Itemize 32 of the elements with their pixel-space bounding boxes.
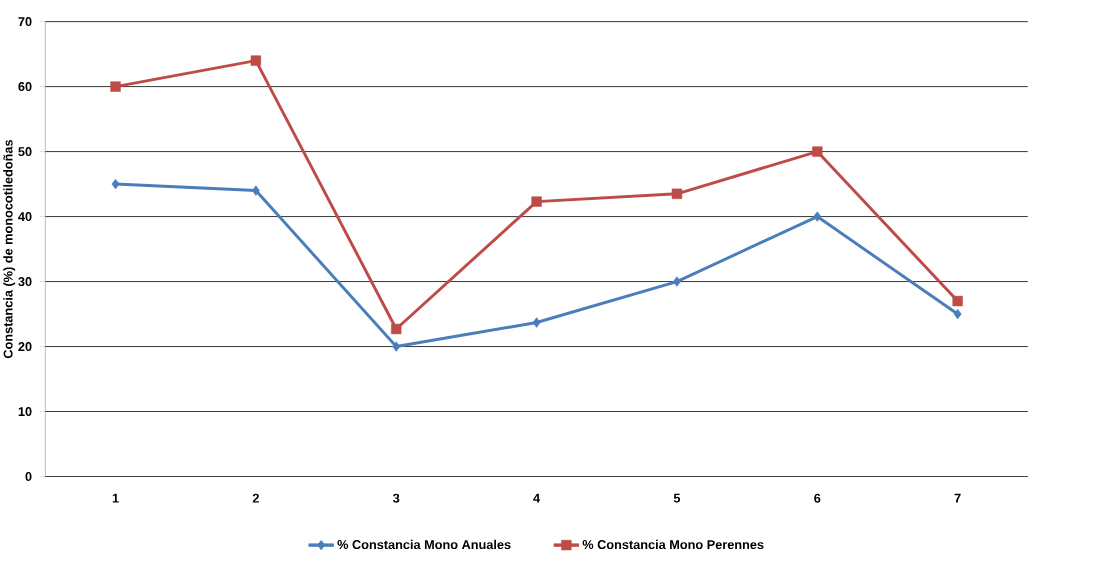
y-axis-title: Constancia (%) de monocotiledoñas bbox=[3, 140, 16, 359]
x-tick-label: 5 bbox=[673, 493, 681, 503]
y-tick-label: 10 bbox=[18, 407, 32, 417]
point bbox=[111, 179, 120, 190]
point bbox=[812, 146, 823, 157]
point bbox=[391, 323, 402, 335]
point bbox=[251, 185, 260, 196]
y-tick-label: 50 bbox=[18, 147, 32, 157]
point bbox=[532, 317, 541, 328]
point bbox=[952, 296, 963, 307]
x-tick-label: 2 bbox=[252, 493, 259, 503]
x-tick-label: 1 bbox=[112, 493, 119, 503]
x-tick-label: 4 bbox=[533, 493, 541, 503]
point bbox=[813, 211, 822, 222]
y-tick-label: 20 bbox=[18, 342, 32, 352]
point bbox=[673, 276, 681, 287]
point bbox=[531, 196, 542, 207]
point bbox=[671, 188, 683, 200]
point bbox=[250, 55, 262, 66]
legend-label: % Constancia Mono Perennes bbox=[582, 539, 764, 550]
x-tick-label: 7 bbox=[954, 493, 961, 503]
x-tick-label: 6 bbox=[814, 493, 821, 503]
y-tick-label: 70 bbox=[18, 17, 32, 27]
y-tick-label: 30 bbox=[18, 277, 32, 287]
point bbox=[110, 81, 121, 92]
point bbox=[392, 341, 401, 352]
x-tick-label: 3 bbox=[392, 493, 400, 503]
legend-label: % Constancia Mono Anuales bbox=[337, 539, 511, 550]
y-tick-label: 40 bbox=[18, 212, 32, 222]
y-tick-label: 60 bbox=[18, 82, 32, 92]
y-tick-label: 0 bbox=[25, 472, 32, 482]
point bbox=[953, 309, 962, 320]
